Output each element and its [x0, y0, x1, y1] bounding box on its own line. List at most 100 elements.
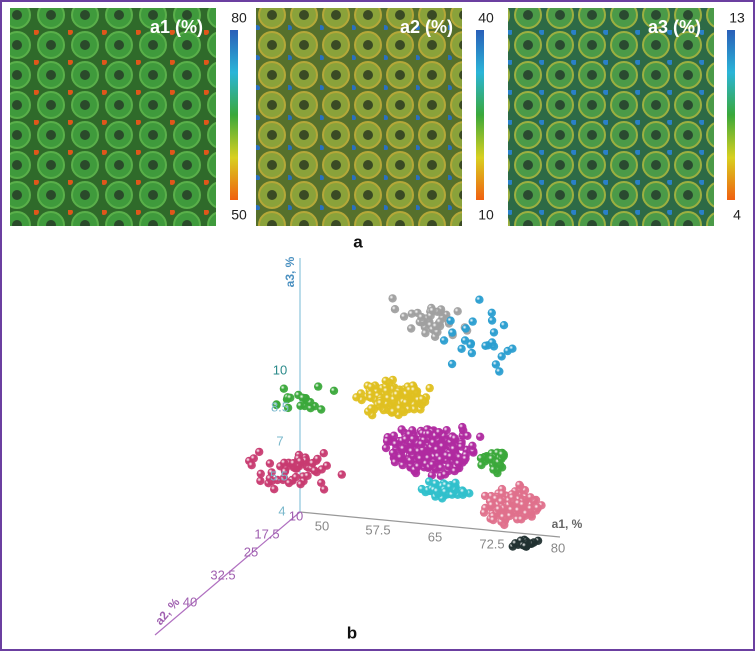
colorbar-min: 10 — [478, 207, 494, 223]
scatter-point — [417, 439, 426, 449]
colorbar — [230, 30, 238, 200]
scatter-point — [319, 449, 328, 458]
scatter-point — [487, 316, 497, 325]
axis-a2 — [154, 511, 301, 636]
scatter-point — [517, 515, 526, 524]
scatter-point — [399, 312, 409, 321]
scatter-point — [428, 460, 437, 469]
scatter-point — [376, 398, 385, 408]
scatter-point — [456, 442, 466, 451]
scatter-point — [407, 447, 416, 456]
tick-label: 57.5 — [365, 522, 390, 537]
scatter-point — [314, 382, 323, 391]
panel-label: a1 (%) — [150, 17, 203, 37]
scatter-point — [382, 386, 391, 396]
scatter-point — [450, 434, 460, 443]
tick-label: 10 — [273, 362, 287, 377]
scatter-point — [310, 466, 319, 475]
scatter-point — [499, 321, 509, 330]
colorbar-max: 80 — [231, 10, 247, 26]
scatter-point — [381, 443, 391, 453]
scatter-point — [489, 515, 498, 525]
scatter-point — [390, 458, 400, 467]
scatter-point — [487, 500, 496, 510]
scatter-point — [401, 398, 411, 407]
scatter-point — [255, 447, 264, 457]
scatter-point — [256, 469, 265, 478]
scatter-point — [279, 384, 289, 393]
scatter-point — [461, 324, 470, 333]
scatter-point — [446, 452, 455, 461]
micrograph — [10, 8, 216, 226]
scatter-point — [458, 422, 467, 432]
scatter-point — [421, 329, 430, 338]
colorbar-min: 50 — [231, 207, 247, 223]
scatter-point — [396, 453, 405, 462]
scatter-point — [388, 448, 398, 458]
scatter-point — [437, 463, 446, 472]
scatter-point — [425, 477, 434, 486]
scatter-point — [399, 444, 408, 453]
scatter-point — [280, 467, 290, 476]
scatter-point — [480, 491, 490, 501]
scatter-point — [440, 470, 450, 479]
scatter-point — [428, 306, 437, 315]
panel-letter: b — [347, 623, 357, 642]
scatter-point — [337, 470, 346, 479]
scatter-point — [286, 393, 295, 402]
scatter-point — [444, 462, 454, 471]
scatter-point — [417, 395, 427, 404]
scatter-point — [265, 474, 274, 483]
scatter-point — [410, 405, 419, 414]
axis-title: a1, % — [552, 517, 583, 531]
scatter-point — [489, 465, 498, 474]
scatter-point — [498, 512, 508, 521]
scatter-point — [439, 336, 449, 345]
tick-label: 72.5 — [479, 536, 504, 551]
scatter-point — [453, 307, 462, 316]
scatter-point — [424, 429, 433, 438]
tick-label: 65 — [428, 529, 442, 544]
scatter-point — [413, 462, 423, 471]
scatter-point — [432, 445, 442, 454]
scatter-point — [366, 382, 376, 392]
scatter-point — [265, 459, 275, 468]
scatter-point — [289, 459, 298, 468]
scatter-point — [408, 434, 418, 444]
scatter-point — [520, 541, 530, 551]
scatter-point — [329, 386, 339, 395]
tick-label: 8.5 — [271, 399, 289, 414]
colorbar-max: 40 — [478, 10, 494, 26]
scatter-point — [436, 455, 445, 464]
scatter-point — [518, 500, 527, 509]
scatter-point — [391, 439, 400, 449]
colorbar-max: 13 — [729, 10, 745, 26]
scatter-point — [303, 471, 312, 480]
tick-label: 7 — [276, 433, 283, 448]
scatter-point — [416, 454, 425, 463]
scatter-point — [409, 385, 419, 395]
scatter-point — [477, 460, 486, 470]
scatter-point — [460, 336, 470, 345]
scatter-point — [468, 317, 477, 326]
scatter-point — [272, 400, 281, 410]
scatter-point — [450, 466, 459, 476]
scatter-point — [533, 503, 542, 512]
tick-label: 80 — [551, 540, 565, 555]
scatter-point — [487, 454, 496, 463]
scatter-point — [459, 487, 468, 496]
panel-letter: a — [353, 232, 363, 251]
scatter-point — [526, 504, 535, 513]
axis-title: a3, % — [283, 256, 297, 287]
scatter-point — [498, 489, 507, 498]
tick-label: 40 — [183, 594, 197, 609]
scatter-point — [247, 461, 256, 470]
scatter-point — [431, 322, 440, 331]
scatter-point — [508, 344, 517, 353]
scatter-point — [270, 485, 279, 494]
scatter-point — [445, 482, 454, 492]
scatter-point — [425, 383, 434, 393]
scatter-point — [280, 458, 289, 467]
colorbar — [727, 30, 735, 200]
